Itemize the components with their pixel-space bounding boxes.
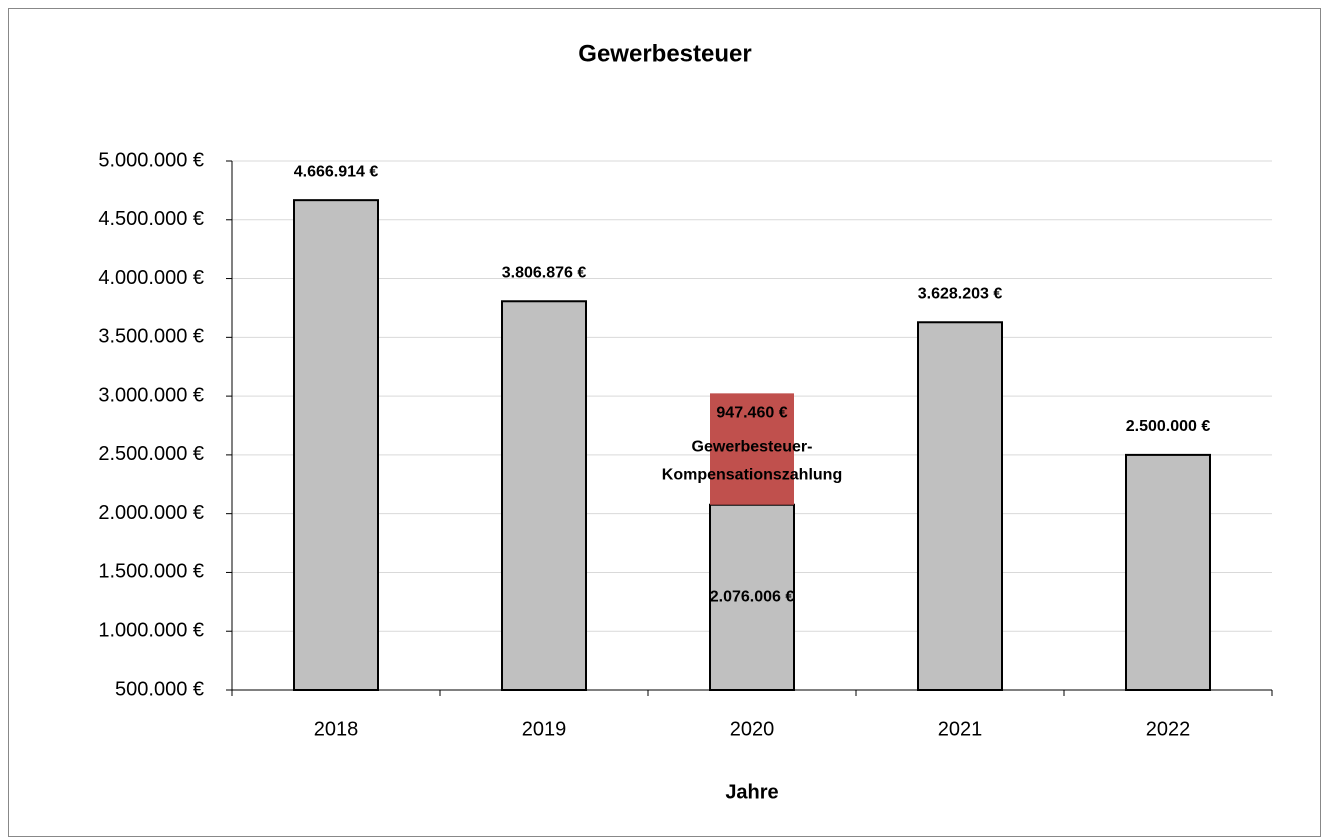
y-tick-label: 5.000.000 € [98, 149, 204, 171]
y-tick-label: 1.000.000 € [98, 620, 204, 642]
x-tick-label: 2020 [730, 718, 775, 740]
chart-border [8, 8, 1321, 837]
bar-segment [710, 393, 794, 505]
value-label: 3.806.876 € [502, 264, 587, 281]
value-label: 2.076.006 € [710, 589, 795, 606]
x-tick-label: 2018 [314, 718, 359, 740]
x-axis-label: Jahre [725, 781, 778, 803]
chart-title: Gewerbesteuer [578, 40, 751, 67]
value-label: 2.500.000 € [1126, 418, 1211, 435]
bar-segment [1125, 453, 1211, 691]
bar-segment [917, 321, 1003, 691]
y-tick-label: 2.000.000 € [98, 502, 204, 524]
value-label: 3.628.203 € [918, 285, 1003, 302]
y-tick-label: 3.500.000 € [98, 326, 204, 348]
x-tick-label: 2021 [938, 718, 983, 740]
bar-segment [709, 503, 795, 692]
y-tick-label: 1.500.000 € [98, 561, 204, 583]
bar-segment [293, 199, 379, 692]
y-tick-label: 3.000.000 € [98, 384, 204, 406]
x-tick-label: 2019 [522, 718, 567, 740]
annotation: Kompensationszahlung [662, 467, 842, 484]
y-tick-label: 2.500.000 € [98, 443, 204, 465]
y-tick-label: 4.000.000 € [98, 267, 204, 289]
y-tick-label: 4.500.000 € [98, 208, 204, 230]
y-tick-label: 500.000 € [115, 678, 204, 700]
bar-segment [501, 300, 587, 691]
value-label: 947.460 € [716, 405, 787, 422]
x-tick-label: 2022 [1146, 718, 1191, 740]
value-label: 4.666.914 € [294, 163, 379, 180]
annotation: Gewerbesteuer- [692, 439, 813, 456]
